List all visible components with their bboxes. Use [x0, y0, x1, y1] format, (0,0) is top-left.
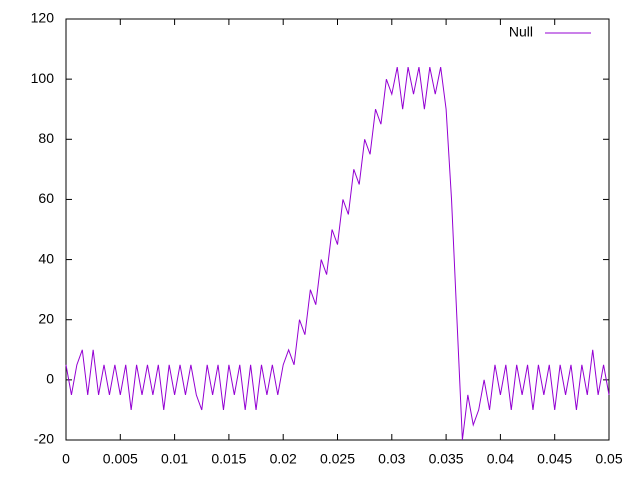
x-tick-label: 0.03	[378, 451, 405, 467]
y-tick-label: 40	[38, 250, 54, 266]
x-tick-label: 0.035	[429, 451, 464, 467]
y-tick-label: -20	[34, 431, 54, 447]
y-tick-label: 100	[31, 70, 55, 86]
x-tick-label: 0.045	[537, 451, 572, 467]
y-tick-label: 0	[46, 371, 54, 387]
plot-border	[65, 18, 610, 441]
y-tick-label: 120	[31, 10, 55, 26]
x-tick-label: 0.04	[487, 451, 514, 467]
data-line	[65, 67, 610, 441]
y-tick-label: 20	[38, 310, 54, 326]
x-tick-label: 0.015	[211, 451, 246, 467]
legend-label: Null	[509, 24, 533, 40]
x-tick-label: 0.05	[595, 451, 622, 467]
x-tick-label: 0.02	[270, 451, 297, 467]
y-tick-label: 80	[38, 130, 54, 146]
x-tick-label: 0	[62, 451, 70, 467]
x-tick-label: 0.025	[320, 451, 355, 467]
x-tick-label: 0.01	[161, 451, 188, 467]
x-tick-label: 0.005	[103, 451, 138, 467]
y-tick-label: 60	[38, 190, 54, 206]
